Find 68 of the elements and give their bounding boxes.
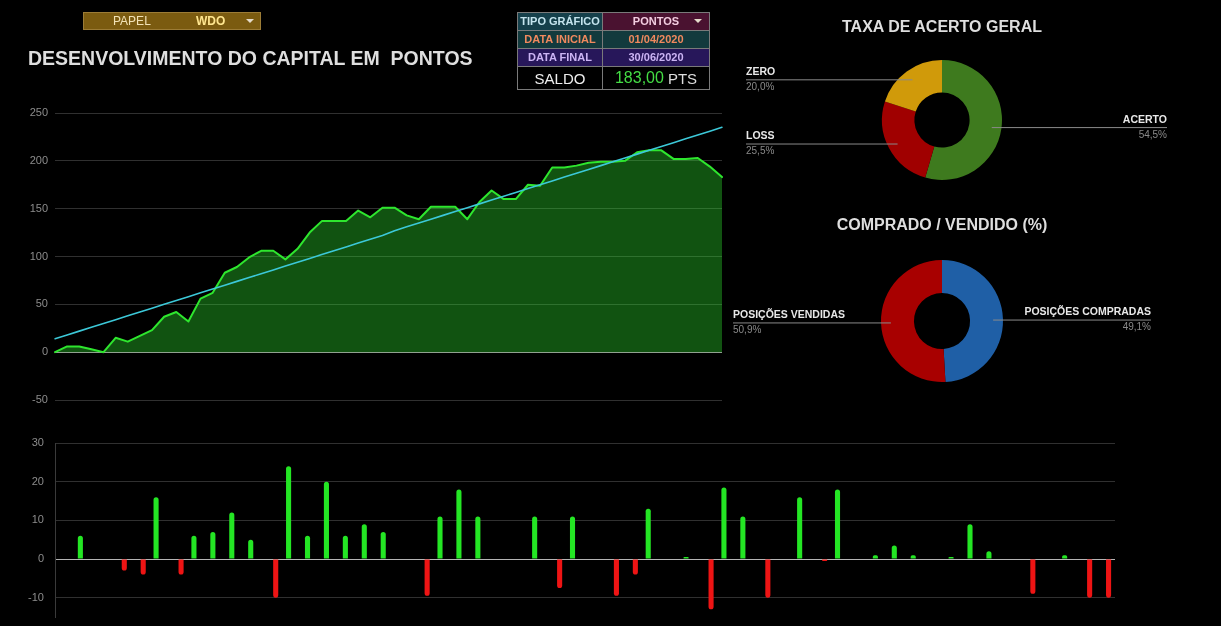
chart-title: COMPRADO / VENDIDO (%) bbox=[835, 216, 1049, 234]
bar bbox=[77, 535, 83, 559]
bar bbox=[210, 531, 216, 559]
text: SALDO bbox=[534, 69, 586, 87]
chart-title: DESENVOLVIMENTO DO CAPITAL EM PONTOS bbox=[28, 47, 473, 70]
text: WDO bbox=[196, 14, 226, 28]
y-tick-label: 100 bbox=[29, 249, 48, 262]
slice-label: ZERO bbox=[746, 64, 776, 77]
bar bbox=[967, 524, 973, 559]
bar bbox=[424, 559, 430, 596]
text: 30/06/2020 bbox=[628, 51, 684, 64]
y-tick-label: 250 bbox=[29, 106, 48, 119]
y-tick-label: -10 bbox=[28, 590, 44, 603]
bar bbox=[304, 535, 311, 559]
bar bbox=[1106, 559, 1112, 598]
bar bbox=[1030, 559, 1036, 594]
bar bbox=[437, 516, 443, 559]
bar bbox=[645, 508, 651, 559]
text: PTS bbox=[667, 69, 698, 87]
y-tick-label: 20 bbox=[31, 474, 44, 487]
bar bbox=[834, 489, 841, 559]
text: PONTOS bbox=[632, 15, 680, 28]
text: DATA INICIAL bbox=[524, 33, 596, 46]
y-tick-label: 150 bbox=[29, 201, 48, 214]
y-tick-label: 10 bbox=[31, 513, 44, 526]
bar bbox=[557, 559, 563, 588]
bar bbox=[475, 516, 481, 559]
bar bbox=[273, 559, 279, 598]
text: PAPEL bbox=[113, 14, 151, 28]
bar bbox=[342, 535, 348, 559]
data-label: 49,1% bbox=[1122, 321, 1152, 333]
slice-label: POSIÇÕES VENDIDAS bbox=[733, 308, 846, 321]
bar bbox=[721, 487, 727, 559]
text: TIPO GRÁFICO bbox=[520, 15, 600, 28]
bar bbox=[248, 539, 254, 559]
bar bbox=[323, 481, 329, 559]
text: 01/04/2020 bbox=[628, 33, 684, 46]
text: 183,00 bbox=[614, 69, 664, 87]
data-label: 25,5% bbox=[746, 145, 775, 157]
y-tick-label: 50 bbox=[35, 297, 48, 310]
bar bbox=[765, 559, 771, 598]
bar bbox=[380, 531, 386, 559]
slice-label: POSIÇÕES COMPRADAS bbox=[1024, 305, 1151, 318]
bar bbox=[456, 489, 462, 559]
y-tick-label: -50 bbox=[32, 393, 48, 406]
bar bbox=[532, 516, 538, 559]
slice-label: ACERTO bbox=[1122, 112, 1167, 125]
bar bbox=[229, 512, 235, 559]
bar bbox=[153, 497, 159, 559]
bar bbox=[1087, 559, 1093, 598]
chart-title: TAXA DE ACERTO GERAL bbox=[841, 18, 1043, 36]
y-tick-label: 0 bbox=[37, 552, 44, 565]
data-label: 50,9% bbox=[733, 324, 762, 336]
bar bbox=[740, 516, 746, 559]
slice-label: LOSS bbox=[746, 129, 775, 142]
bar bbox=[613, 559, 619, 596]
bar bbox=[286, 466, 292, 559]
y-tick-label: 0 bbox=[41, 345, 48, 358]
y-tick-label: 30 bbox=[31, 436, 44, 449]
data-label: 20,0% bbox=[746, 81, 775, 93]
bar bbox=[361, 524, 367, 559]
bar bbox=[191, 535, 197, 559]
bar bbox=[797, 497, 803, 559]
bar bbox=[569, 516, 576, 559]
text: DATA FINAL bbox=[528, 51, 592, 64]
bar bbox=[708, 559, 714, 610]
data-label: 54,5% bbox=[1138, 128, 1168, 140]
y-tick-label: 200 bbox=[29, 153, 48, 166]
